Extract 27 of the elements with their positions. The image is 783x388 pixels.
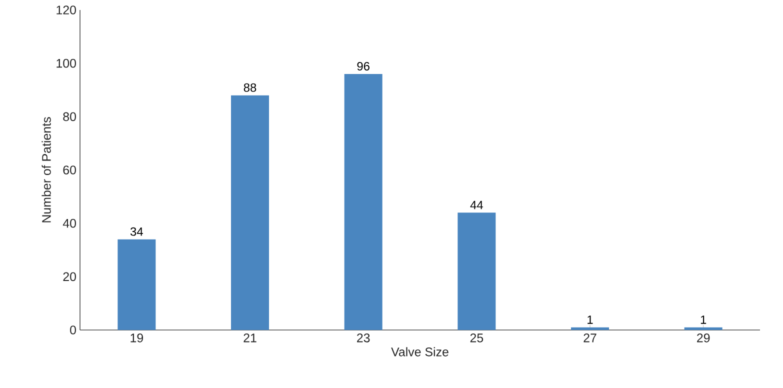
data-label: 44 xyxy=(470,200,483,210)
data-label: 96 xyxy=(357,62,370,70)
y-tick-label: 40 xyxy=(62,218,76,228)
x-tick-label: 29 xyxy=(697,334,710,342)
bar xyxy=(684,327,722,330)
x-axis-title: Valve Size xyxy=(391,347,448,356)
data-label: 1 xyxy=(588,316,593,324)
y-tick-label: 80 xyxy=(63,112,76,122)
y-tick-label: 0 xyxy=(70,326,76,334)
bar xyxy=(231,95,270,330)
y-tick-label: 100 xyxy=(56,58,76,68)
x-tick-label: 23 xyxy=(357,334,370,342)
y-tick-label: 20 xyxy=(63,272,76,282)
y-axis-title: Number of Patients xyxy=(42,117,51,222)
x-tick-label: 21 xyxy=(244,334,256,342)
data-label: 88 xyxy=(244,83,256,92)
bar xyxy=(118,239,156,330)
y-tick-label: 60 xyxy=(63,166,76,174)
x-tick-label: 25 xyxy=(470,334,484,342)
data-label: 1 xyxy=(700,316,706,324)
data-label: 34 xyxy=(130,227,143,236)
bar xyxy=(571,327,610,330)
bar xyxy=(458,212,496,330)
y-tick-label: 120 xyxy=(56,6,76,14)
x-tick-label: 27 xyxy=(584,334,596,342)
bar xyxy=(344,74,382,330)
x-tick-label: 19 xyxy=(130,334,144,342)
